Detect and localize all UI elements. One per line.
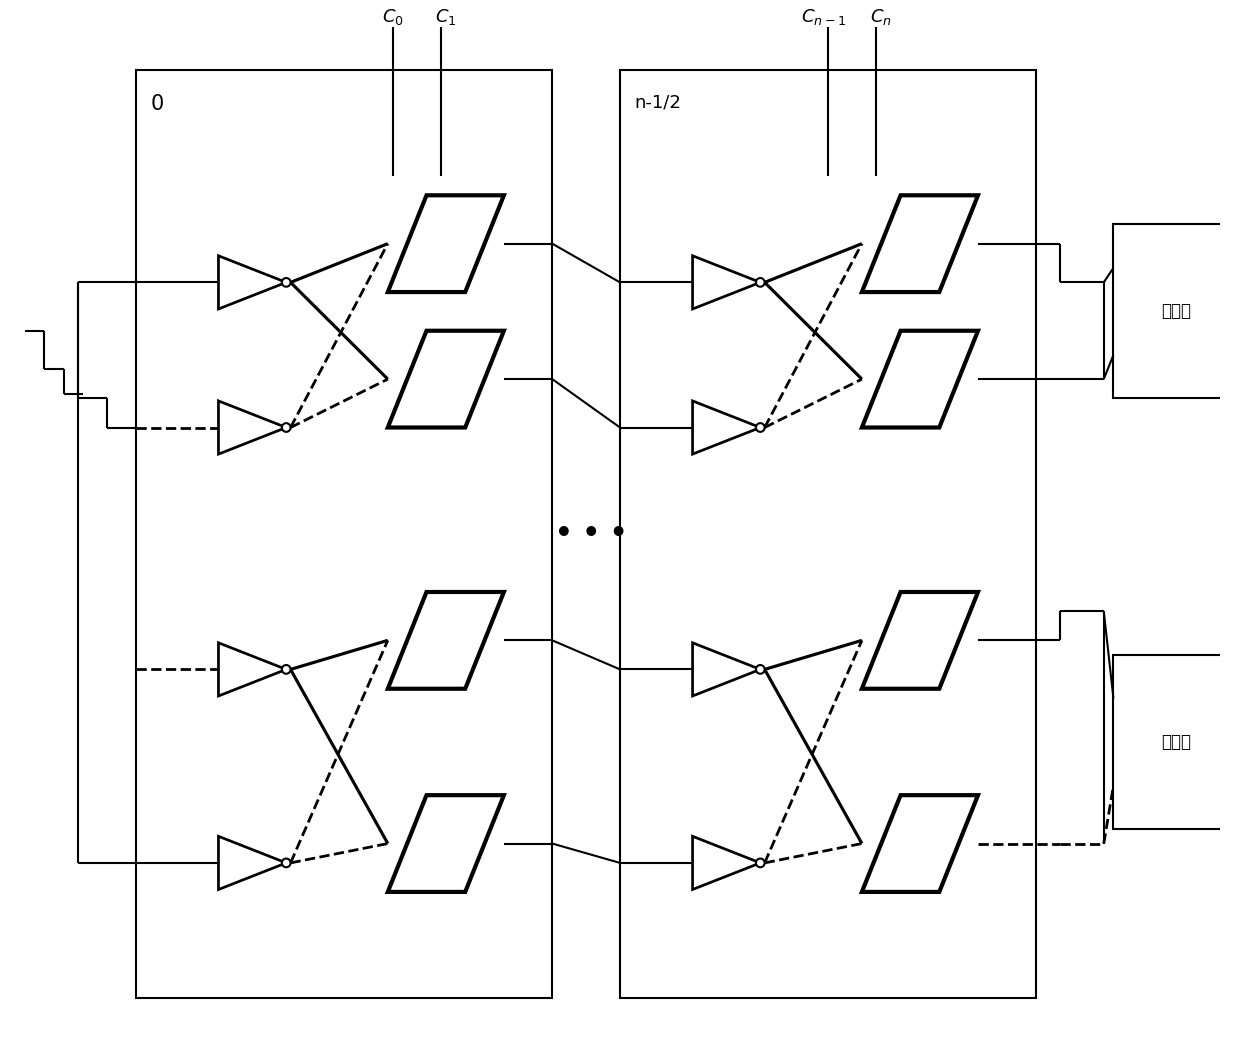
Circle shape — [756, 665, 765, 673]
Text: • • •: • • • — [554, 520, 627, 548]
Text: $C_1$: $C_1$ — [435, 7, 456, 27]
Text: $C_n$: $C_n$ — [870, 7, 892, 27]
Bar — [1114, 655, 1239, 829]
Circle shape — [756, 423, 765, 432]
Text: 0: 0 — [151, 94, 164, 114]
Circle shape — [281, 423, 290, 432]
Text: n-1/2: n-1/2 — [635, 94, 682, 112]
Circle shape — [281, 278, 290, 287]
Bar — [620, 70, 1037, 998]
Text: $C_{n-1}$: $C_{n-1}$ — [801, 7, 846, 27]
Bar — [136, 70, 552, 998]
Text: 仲裁器: 仲裁器 — [1162, 303, 1192, 321]
Circle shape — [756, 278, 765, 287]
Circle shape — [281, 665, 290, 673]
Text: 仲裁器: 仲裁器 — [1162, 733, 1192, 751]
Circle shape — [756, 858, 765, 868]
Text: $C_0$: $C_0$ — [382, 7, 403, 27]
Circle shape — [281, 858, 290, 868]
Bar — [1114, 224, 1239, 399]
